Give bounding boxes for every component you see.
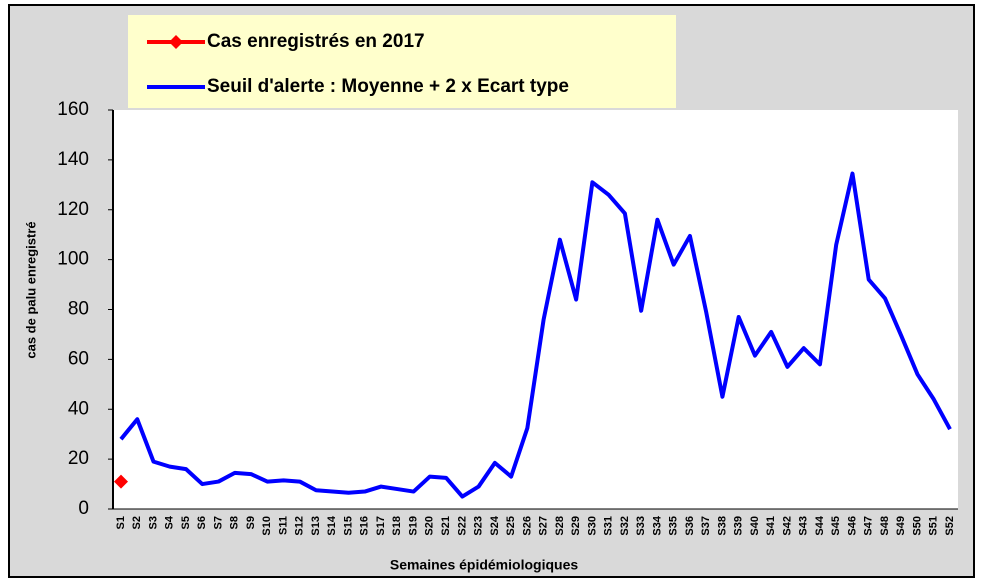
legend-box (128, 15, 676, 108)
x-tick-label: S36 (684, 516, 696, 536)
y-tick-label: 140 (57, 149, 89, 170)
x-tick-label: S22 (456, 516, 468, 536)
x-tick-label: S26 (521, 516, 533, 536)
x-tick-label: S49 (895, 516, 907, 536)
legend-label: Seuil d'alerte : Moyenne + 2 x Ecart typ… (207, 76, 569, 97)
y-tick-label: 20 (68, 448, 89, 469)
x-tick-label: S7 (212, 516, 224, 529)
x-tick-label: S35 (668, 516, 680, 536)
series-line (119, 171, 952, 499)
x-tick-label: S10 (261, 516, 273, 536)
x-tick-label: S39 (733, 516, 745, 536)
x-tick-label: S11 (277, 516, 289, 535)
y-tick-label: 100 (57, 249, 89, 270)
x-axis-title: Semaines épidémiologiques (390, 557, 578, 573)
x-tick-label: S42 (781, 516, 793, 536)
x-tick-label: S34 (651, 515, 663, 535)
y-tick-label: 0 (78, 498, 89, 519)
x-tick-label: S31 (603, 516, 615, 536)
x-tick-label: S18 (391, 516, 403, 536)
x-tick-label: S23 (473, 516, 485, 536)
y-tick-label: 120 (57, 199, 89, 220)
x-tick-label: S13 (310, 516, 322, 536)
x-tick-label: S27 (538, 516, 550, 536)
x-tick-label: S44 (814, 515, 826, 535)
x-tick-label: S41 (765, 516, 777, 536)
x-tick-label: S32 (619, 516, 631, 536)
x-tick-label: S4 (164, 515, 176, 529)
x-tick-label: S40 (749, 516, 761, 536)
x-tick-label: S48 (879, 516, 891, 536)
legend-marker (169, 35, 183, 49)
x-tick-label: S21 (440, 516, 452, 536)
x-tick-label: S52 (944, 516, 956, 536)
y-tick-label: 160 (57, 99, 89, 120)
plot-area (113, 110, 958, 509)
x-tick-label: S16 (359, 516, 371, 536)
x-tick-label: S43 (798, 516, 810, 536)
x-tick-label: S47 (863, 516, 875, 536)
x-tick-label: S24 (489, 515, 501, 535)
x-tick-label: S5 (180, 516, 192, 529)
x-tick-label: S20 (424, 516, 436, 536)
x-tick-label: S29 (570, 516, 582, 536)
x-tick-label: S51 (928, 516, 940, 536)
x-tick-label: S19 (407, 516, 419, 536)
x-tick-label: S46 (846, 516, 858, 536)
x-tick-label: S15 (342, 516, 354, 536)
x-tick-label: S9 (245, 516, 257, 529)
x-tick-label: S33 (635, 516, 647, 536)
x-tick-label: S12 (294, 516, 306, 536)
x-tick-label: S28 (554, 516, 566, 536)
point-marker (114, 474, 128, 489)
legend-label: Cas enregistrés en 2017 (207, 31, 425, 52)
x-tick-label: S8 (229, 516, 241, 529)
x-tick-label: S25 (505, 516, 517, 536)
x-tick-label: S45 (830, 516, 842, 536)
x-tick-label: S30 (586, 516, 598, 536)
x-tick-label: S3 (147, 516, 159, 529)
x-tick-label: S1 (115, 516, 127, 529)
x-tick-label: S14 (326, 515, 338, 535)
y-tick-label: 40 (68, 398, 89, 419)
x-tick-label: S6 (196, 516, 208, 529)
x-tick-label: S38 (716, 516, 728, 536)
x-tick-label: S2 (131, 516, 143, 529)
y-axis-title: cas de palu enregistré (23, 221, 38, 358)
y-tick-label: 80 (68, 299, 89, 320)
x-tick-label: S50 (911, 516, 923, 536)
x-tick-label: S37 (700, 516, 712, 536)
x-tick-label: S17 (375, 516, 387, 536)
y-tick-label: 60 (68, 348, 89, 369)
